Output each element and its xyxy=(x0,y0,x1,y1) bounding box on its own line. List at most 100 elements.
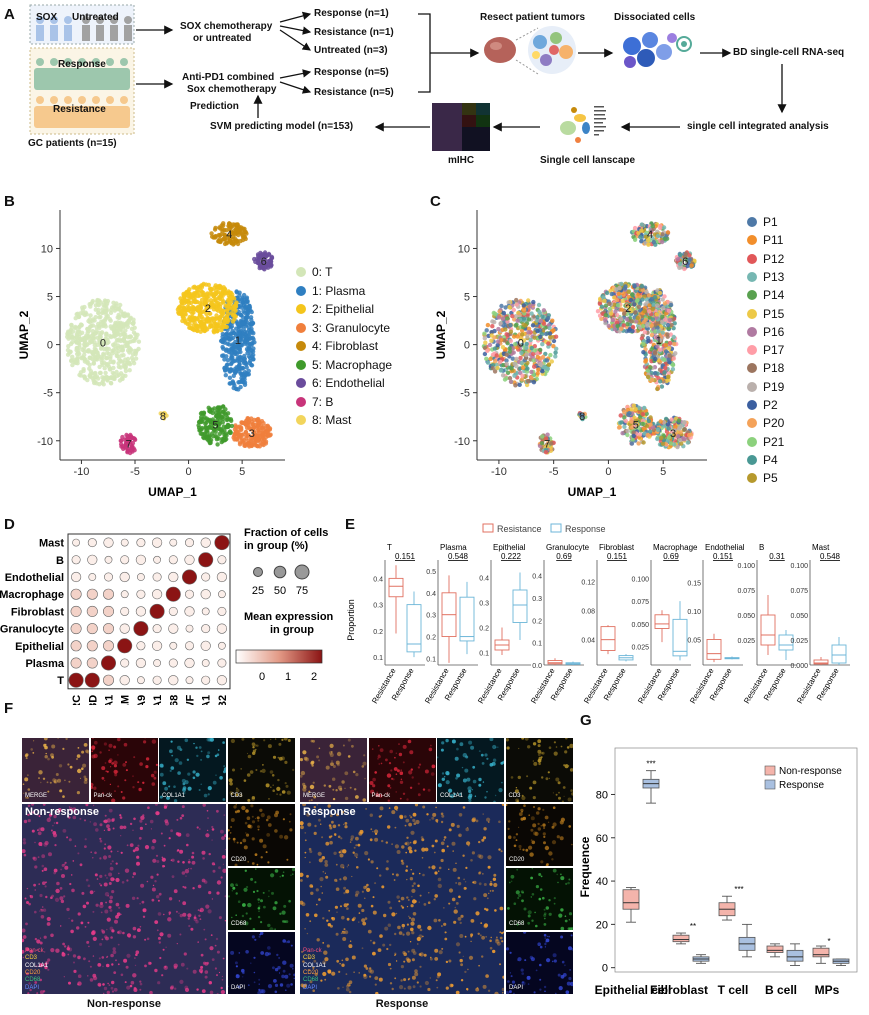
umap-b-point xyxy=(227,301,232,307)
patient-legend-item: P14 xyxy=(747,288,784,302)
g-y-tick-label: 0 xyxy=(602,963,608,975)
box-body xyxy=(459,596,475,642)
umap-c-point xyxy=(540,369,545,374)
umap-c-point xyxy=(541,321,547,326)
channel-label: CD68 xyxy=(509,921,525,927)
umap-b-point xyxy=(202,324,207,329)
umap-c-point xyxy=(520,373,525,378)
umap-c-point xyxy=(507,305,512,310)
umap-b-point xyxy=(220,414,225,419)
g-legend-swatch xyxy=(764,765,776,776)
umap-c-point xyxy=(678,252,683,258)
umap-c-point xyxy=(554,346,559,351)
umap-b-point xyxy=(204,416,210,421)
umap-c-point xyxy=(647,429,653,434)
boxplot-tick-label: 0.100 xyxy=(737,563,755,570)
umap-c-cluster-label: 4 xyxy=(647,229,653,241)
umap-c-point xyxy=(538,318,543,324)
g-significance: *** xyxy=(646,760,655,769)
umap-b-x-tick-label: -5 xyxy=(130,466,140,478)
umap-b-point xyxy=(104,337,109,342)
channel-label: MERGE xyxy=(303,793,326,799)
dotplot-dot xyxy=(217,641,226,650)
umap-c-point xyxy=(640,412,646,417)
umap-c-point xyxy=(543,365,548,370)
boxplot-tick-label: 0.2 xyxy=(532,618,542,625)
umap-b-point xyxy=(118,344,123,350)
umap-b-point xyxy=(95,297,100,303)
mihc-legend-label: DAPI xyxy=(303,984,318,991)
umap-c-point xyxy=(639,222,644,227)
umap-c-y-tick-label: 5 xyxy=(464,292,470,304)
umap-c-point xyxy=(671,356,677,361)
umap-c-point xyxy=(683,251,688,257)
umap-b-point xyxy=(207,440,213,446)
p-value: 0.548 xyxy=(448,552,469,561)
dotplot-dot xyxy=(135,554,146,565)
umap-c-point xyxy=(547,331,553,336)
mihc-legend-label: CD20 xyxy=(25,969,41,976)
mihc-legend-label: CD3 xyxy=(25,955,38,962)
umap-c-point xyxy=(505,341,510,346)
umap-c-point xyxy=(650,306,656,311)
dotplot-dot xyxy=(103,588,115,600)
umap-c-point xyxy=(518,355,523,361)
umap-b-point xyxy=(200,293,206,298)
umap-c-point xyxy=(482,351,488,357)
umap-b-point xyxy=(129,445,134,450)
umap-c-point xyxy=(508,379,514,384)
boxplot-tick-label: 0.2 xyxy=(479,626,489,633)
legend-label: P13 xyxy=(763,269,785,284)
boxplot-title: B xyxy=(759,543,764,552)
umap-c-point xyxy=(629,309,634,314)
umap-b-point xyxy=(235,222,240,227)
umap-b-point xyxy=(251,424,256,430)
mihc-main-title: Non-response xyxy=(25,806,99,818)
dotplot-dot xyxy=(88,573,97,581)
box-body xyxy=(831,644,847,664)
umap-b-point xyxy=(261,421,266,426)
umap-c-point xyxy=(655,335,660,340)
channel-label: COL1A1 xyxy=(440,793,464,799)
umap-b-point xyxy=(258,263,263,269)
umap-b-point xyxy=(229,311,234,316)
umap-c-point xyxy=(525,366,530,371)
boxplot-panel-mast: Mast0.5480.1000.0750.0500.0250.000Resist… xyxy=(790,543,850,705)
umap-b-point xyxy=(78,337,84,342)
umap-c-point xyxy=(504,361,509,367)
umap-b-point xyxy=(114,353,120,358)
umap-c-point xyxy=(654,312,659,317)
umap-c-point xyxy=(514,356,519,362)
umap-c-point xyxy=(619,307,624,312)
p-value: 0.151 xyxy=(713,552,734,561)
umap-c-point xyxy=(646,242,651,247)
legend-label: P1 xyxy=(763,215,778,229)
umap-b-point xyxy=(90,351,96,356)
umap-c-point xyxy=(677,426,682,431)
umap-b-point xyxy=(187,315,192,320)
umap-b-point xyxy=(123,445,128,450)
umap-b-point xyxy=(261,254,266,260)
umap-b-point xyxy=(103,370,108,376)
mihc-channel-cd20-texture xyxy=(228,804,293,866)
g-box-body xyxy=(812,947,830,958)
umap-b-point xyxy=(245,315,250,320)
umap-b-point xyxy=(128,315,133,320)
umap-c-point xyxy=(525,334,530,339)
umap-c-point xyxy=(612,326,617,332)
umap-b-point xyxy=(221,409,226,414)
umap-b-point xyxy=(227,381,232,386)
dotplot-gene-label: TPSB2 xyxy=(217,695,229,705)
color-legend-tick: 1 xyxy=(285,671,291,683)
umap-c-y-axis-label: UMAP_2 xyxy=(434,310,448,359)
umap-c-point xyxy=(504,332,509,337)
umap-b-point xyxy=(197,293,202,298)
umap-c-point xyxy=(656,329,661,334)
boxplot-tick-label: 0.2 xyxy=(373,629,383,636)
umap-b-point xyxy=(267,426,273,431)
umap-b-point xyxy=(74,345,80,351)
umap-b-point xyxy=(201,411,206,417)
umap-c-point xyxy=(608,311,614,316)
boxplot-title: Macrophage xyxy=(653,543,698,552)
legend-swatch-resistance xyxy=(482,523,494,533)
